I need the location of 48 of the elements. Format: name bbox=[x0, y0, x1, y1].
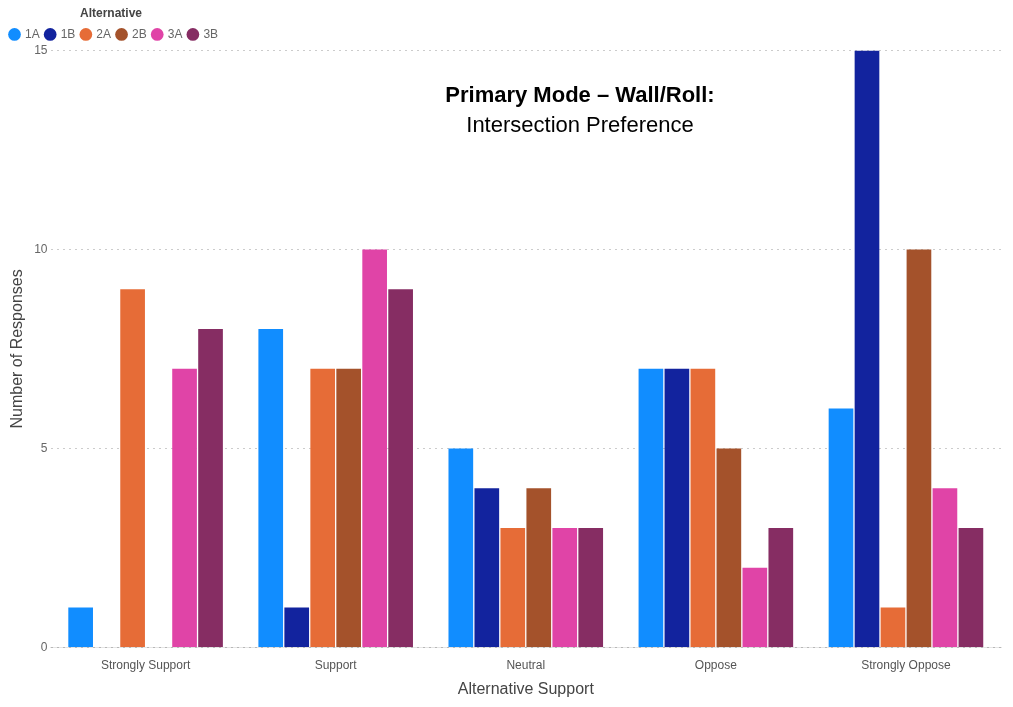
bar bbox=[198, 329, 223, 647]
bar bbox=[120, 289, 145, 647]
bar bbox=[828, 408, 854, 647]
bar bbox=[906, 249, 932, 647]
x-tick-label: Support bbox=[314, 657, 358, 672]
bar bbox=[172, 368, 197, 647]
legend-label: 1A bbox=[25, 26, 40, 41]
bar bbox=[716, 448, 742, 647]
bar bbox=[552, 528, 578, 647]
bar bbox=[664, 368, 690, 647]
legend-label: 3B bbox=[203, 26, 219, 41]
bar bbox=[336, 368, 362, 647]
x-tick-label: Oppose bbox=[694, 657, 738, 672]
legend-label: 2A bbox=[96, 26, 112, 41]
x-tick-label: Neutral bbox=[506, 657, 546, 672]
y-tick-label: 15 bbox=[34, 42, 48, 57]
text: Primary Mode – Wall/Roll: bbox=[444, 81, 716, 109]
bar bbox=[500, 528, 526, 647]
y-tick-label: 10 bbox=[34, 241, 48, 256]
bar bbox=[388, 289, 413, 647]
bar bbox=[310, 368, 336, 647]
y-tick-label: 0 bbox=[40, 639, 48, 654]
bar bbox=[448, 448, 474, 647]
bar bbox=[854, 50, 880, 647]
bar bbox=[768, 528, 794, 647]
text: Intersection Preference bbox=[466, 112, 694, 137]
bar bbox=[958, 528, 984, 647]
bar bbox=[284, 607, 310, 647]
y-tick-label: 5 bbox=[40, 440, 48, 455]
x-tick-label: Strongly Oppose bbox=[861, 657, 951, 672]
bar bbox=[258, 329, 284, 647]
legend-label: 1B bbox=[60, 26, 76, 41]
bar bbox=[526, 488, 552, 647]
legend-label: 3A bbox=[167, 26, 183, 41]
bar bbox=[880, 607, 906, 647]
bar bbox=[68, 607, 93, 647]
bar bbox=[638, 368, 664, 647]
legend-title: Alternative bbox=[80, 6, 143, 21]
bar bbox=[578, 528, 604, 647]
bar bbox=[474, 488, 500, 647]
bar bbox=[932, 488, 958, 647]
legend-label: 2B bbox=[132, 26, 147, 41]
y-axis-title: Number of Responses bbox=[8, 269, 26, 429]
x-axis-title: Alternative Support bbox=[457, 679, 595, 697]
bar bbox=[742, 567, 768, 647]
x-tick-label: Strongly Support bbox=[100, 657, 191, 672]
bar bbox=[362, 249, 387, 647]
bar bbox=[690, 368, 716, 647]
